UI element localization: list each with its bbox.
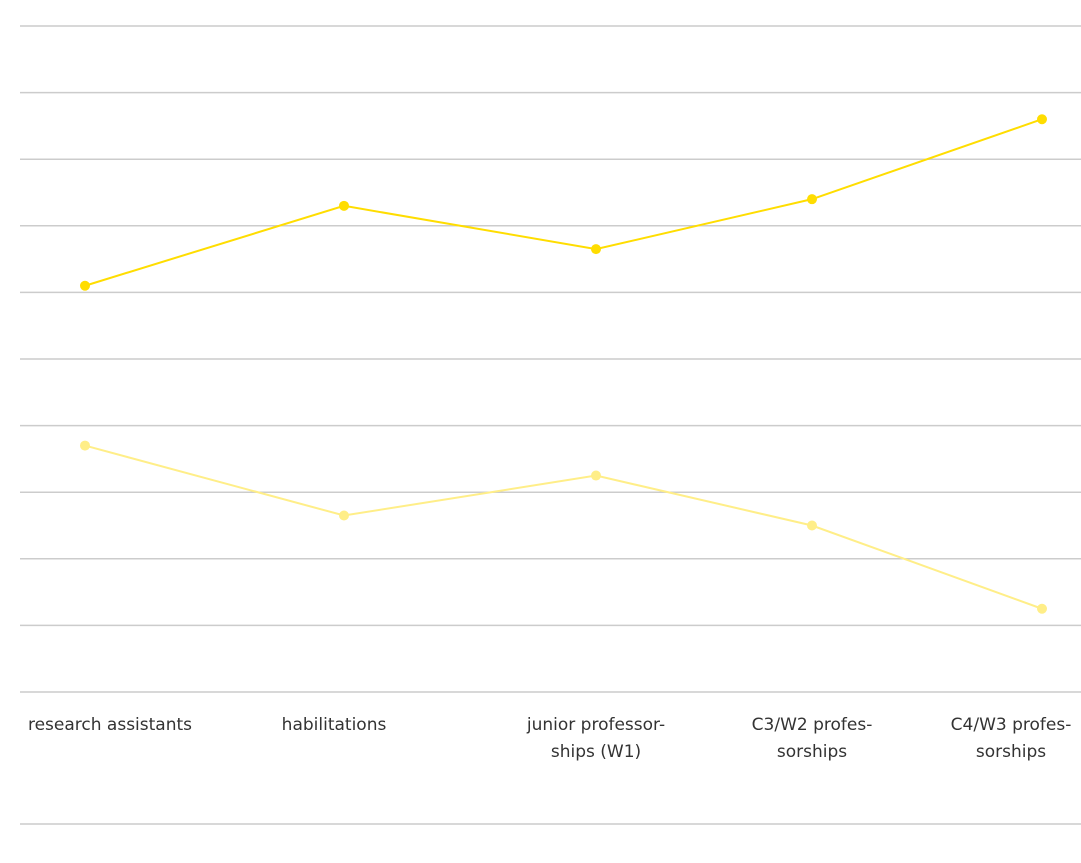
x-tick-label-line: C4/W3 profes- <box>951 715 1072 735</box>
x-tick-label-line: junior professor- <box>526 715 665 735</box>
x-axis-labels: research assistants habilitations junior p… <box>28 715 1071 762</box>
series-1-line <box>84 118 1043 287</box>
x-tick-label-line: sorships <box>777 742 847 762</box>
x-tick-label-5: C4/W3 profes-sorships <box>951 715 1072 762</box>
series-1-point-3 <box>591 244 601 255</box>
series-1-point-2 <box>339 200 349 211</box>
series-group <box>80 114 1047 614</box>
series-2-point-5 <box>1037 603 1047 614</box>
gridlines <box>20 25 1081 825</box>
x-tick-label-4: C3/W2 profes-sorships <box>752 715 873 762</box>
series-2-point-4 <box>807 520 817 531</box>
series-1 <box>80 114 1047 291</box>
x-tick-label-line: C3/W2 profes- <box>752 715 873 735</box>
x-tick-label-line: research assistants <box>28 715 192 735</box>
series-2-point-1 <box>80 440 90 451</box>
series-2-point-2 <box>339 510 349 521</box>
series-2-point-3 <box>591 470 601 481</box>
series-1-point-5 <box>1037 114 1047 125</box>
series-2 <box>80 440 1047 614</box>
x-tick-label-line: habilitations <box>282 715 387 735</box>
x-tick-label-2: habilitations <box>282 715 387 735</box>
series-1-point-4 <box>807 194 817 205</box>
x-tick-label-line: ships (W1) <box>551 742 641 762</box>
series-1-point-1 <box>80 280 90 291</box>
x-tick-label-3: junior professor-ships (W1) <box>526 715 665 762</box>
x-tick-label-line: sorships <box>976 742 1046 762</box>
x-tick-label-1: research assistants <box>28 715 192 735</box>
series-2-line <box>84 444 1043 610</box>
